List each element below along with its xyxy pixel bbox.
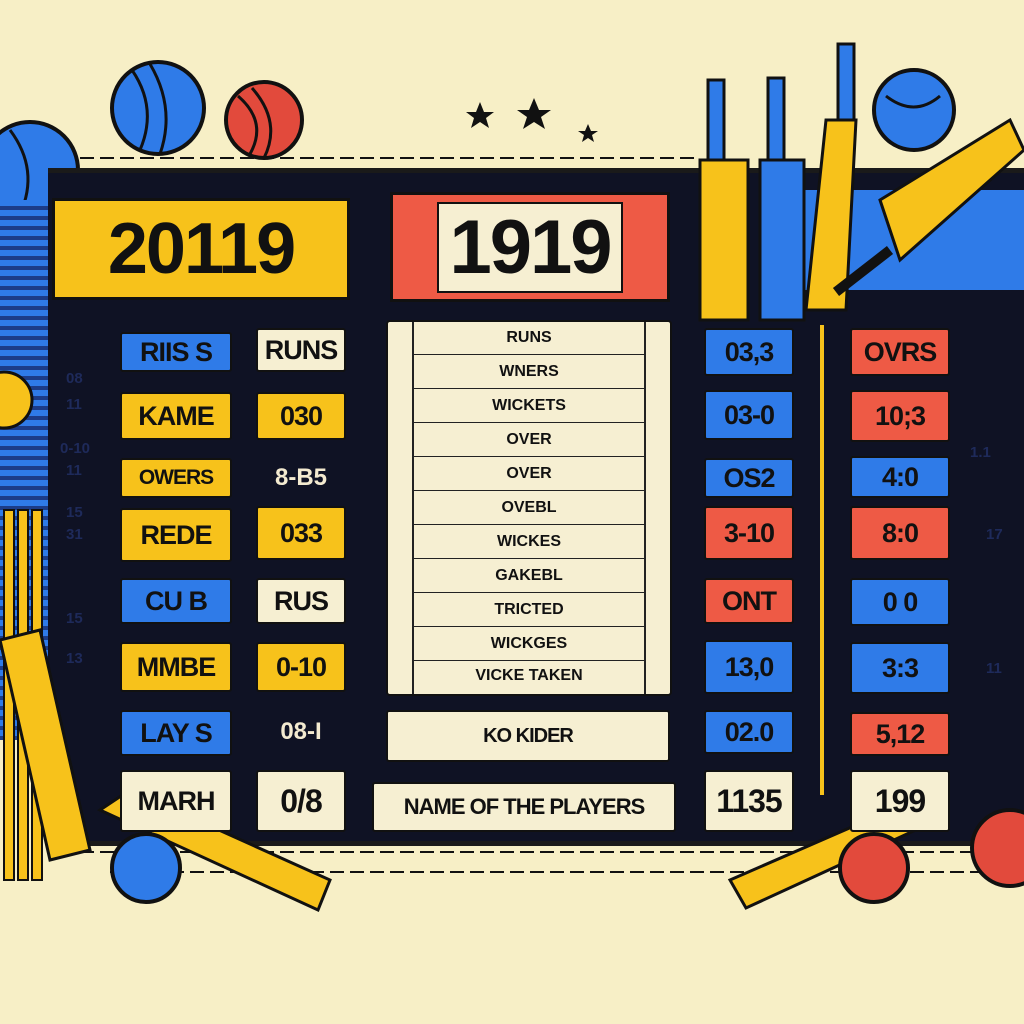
list-item: RUNS (412, 322, 646, 355)
value-cell: 13,0 (704, 640, 794, 694)
side-mark: 11 (66, 396, 82, 413)
side-mark: 13 (66, 650, 83, 667)
bat-icon (804, 42, 858, 312)
value-cell: 033 (256, 506, 346, 560)
label-cell: MMBE (120, 642, 232, 692)
red-ball-icon (838, 808, 1024, 904)
column-divider (820, 325, 824, 795)
label-cell: OWERS (120, 458, 232, 498)
value-cell: OS2 (704, 458, 794, 498)
value-cell: 4:0 (850, 456, 950, 498)
side-mark: 31 (66, 526, 83, 543)
list-item: WICKES (412, 526, 646, 559)
value-cell: OVRS (850, 328, 950, 376)
value-cell: RUNS (256, 328, 346, 372)
blue-ball-icon (872, 68, 956, 152)
bat-icon (832, 117, 1024, 296)
label-cell: REDE (120, 508, 232, 562)
value-cell: 02.0 (704, 710, 794, 754)
value-cell: 03,3 (704, 328, 794, 376)
value-cell: 3:3 (850, 642, 950, 694)
value-cell: 0-10 (256, 642, 346, 692)
side-mark: 1.1 (970, 444, 991, 461)
value-cell: 030 (256, 392, 346, 440)
list-item: GAKEBL (412, 560, 646, 593)
list-item: OVER (412, 424, 646, 457)
value-cell: 199 (850, 770, 950, 832)
side-mark: 17 (986, 526, 1003, 543)
blue-ball-icon (110, 832, 182, 904)
left-year-banner: 20119 (52, 198, 350, 300)
players-name-box: NAME OF THE PLAYERS (372, 782, 676, 832)
side-mark: 0-10 (60, 440, 91, 457)
value-cell: 0/8 (256, 770, 346, 832)
label-cell: MARH (120, 770, 232, 832)
star-icon (466, 98, 598, 142)
list-item: OVER (412, 458, 646, 491)
value-cell: ONT (704, 578, 794, 624)
yellow-ball-icon (0, 370, 34, 430)
label-cell: KAME (120, 392, 232, 440)
value-cell: 1135 (704, 770, 794, 832)
side-mark: 15 (66, 610, 83, 627)
value-cell: 0 0 (850, 578, 950, 626)
label-cell: CU B (120, 578, 232, 624)
side-mark: 11 (66, 462, 82, 479)
side-mark: 11 (986, 660, 1002, 677)
bat-icon (758, 76, 806, 322)
value-cell: RUS (256, 578, 346, 624)
label-cell: LAY S (120, 710, 232, 756)
list-item: TRICTED (412, 594, 646, 627)
stats-list: RUNS WNERS WICKETS OVER OVER OVEBL WICKE… (386, 320, 672, 696)
value-text: 8-B5 (274, 464, 328, 491)
side-mark: 15 (66, 504, 83, 521)
list-item: VICKE TAKEN (475, 667, 583, 684)
label-cell: RIIS S (120, 332, 232, 372)
value-cell: 3-10 (704, 506, 794, 560)
value-cell: 10;3 (850, 390, 950, 442)
sub-box: KO KIDER (386, 710, 670, 762)
center-year-banner: 1919 (390, 192, 670, 302)
list-item: OVEBL (412, 492, 646, 525)
value-cell: 8:0 (850, 506, 950, 560)
blue-ball-icon (110, 60, 206, 156)
list-item: WNERS (412, 356, 646, 389)
center-year-text: 1919 (437, 201, 623, 293)
list-item: WICKGES (412, 628, 646, 661)
side-mark: 08 (66, 370, 83, 387)
value-cell: 5,12 (850, 712, 950, 756)
value-text: 08-I (280, 718, 322, 745)
bat-icon (698, 78, 750, 322)
list-item: WICKETS (412, 390, 646, 423)
value-cell: 03-0 (704, 390, 794, 440)
bat-icon (0, 628, 92, 862)
